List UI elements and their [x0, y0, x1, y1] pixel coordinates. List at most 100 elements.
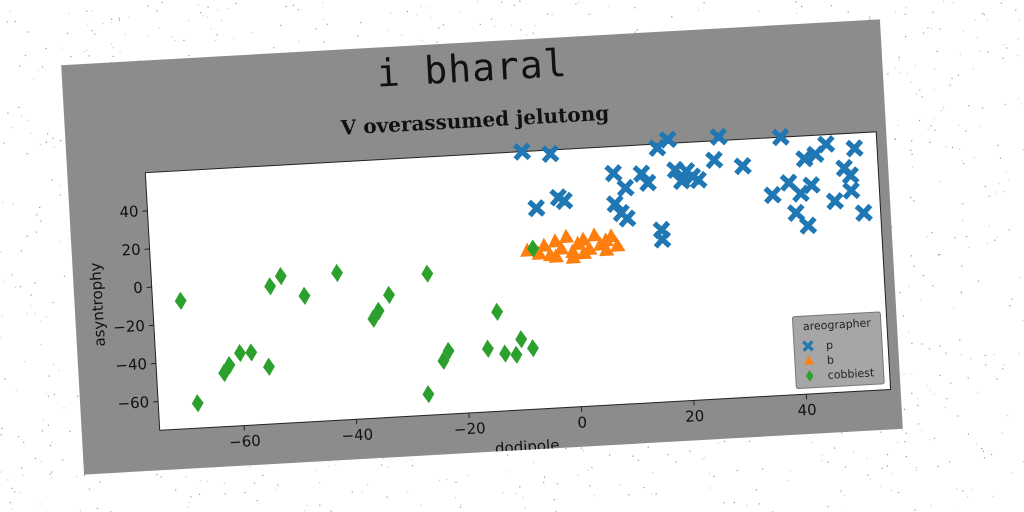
noise-speck: [390, 12, 392, 14]
noise-speck: [175, 489, 177, 491]
noise-speck: [292, 4, 295, 6]
noise-speck: [11, 508, 14, 510]
noise-speck: [957, 74, 959, 76]
noise-speck: [18, 106, 20, 108]
noise-speck: [890, 473, 893, 475]
noise-speck: [899, 292, 901, 294]
point-marker-diamond: [245, 343, 258, 362]
noise-speck: [1006, 415, 1009, 417]
x-tick-label: −20: [454, 419, 487, 439]
noise-speck: [939, 345, 941, 347]
noise-speck: [985, 364, 987, 366]
noise-speck: [946, 398, 948, 400]
noise-speck: [911, 373, 913, 375]
point-marker-diamond: [510, 345, 523, 364]
point-marker-diamond: [527, 239, 540, 258]
noise-speck: [733, 502, 735, 504]
noise-speck: [45, 141, 47, 143]
noise-speck: [188, 55, 190, 57]
y-tick-label: 40: [119, 202, 139, 221]
noise-speck: [897, 124, 899, 126]
noise-speck: [21, 467, 23, 469]
noise-speck: [962, 490, 964, 492]
noise-speck: [94, 33, 96, 35]
noise-speck: [421, 40, 424, 42]
noise-speck: [945, 146, 947, 148]
noise-speck: [519, 486, 521, 488]
point-marker-x: [854, 203, 873, 223]
noise-speck: [954, 237, 956, 239]
noise-speck: [1000, 2, 1002, 4]
noise-speck: [490, 18, 493, 20]
data-point: [558, 228, 575, 244]
noise-speck: [962, 30, 964, 32]
noise-speck: [962, 162, 965, 165]
noise-speck: [41, 430, 44, 432]
noise-speck: [256, 500, 258, 502]
noise-speck: [430, 17, 432, 19]
legend-label: b: [827, 354, 835, 367]
noise-speck: [446, 478, 448, 480]
data-point: [599, 241, 615, 257]
data-point: [638, 173, 657, 192]
noise-speck: [34, 457, 37, 460]
noise-speck: [210, 28, 212, 30]
noise-speck: [40, 220, 42, 222]
noise-speck: [455, 481, 457, 483]
noise-speck: [366, 484, 369, 486]
noise-speck: [62, 459, 64, 461]
noise-speck: [479, 23, 481, 25]
point-marker-diamond: [218, 363, 231, 383]
noise-speck: [697, 9, 700, 11]
noise-speck: [128, 16, 130, 18]
data-point: [610, 237, 626, 252]
point-marker-triangle: [599, 241, 615, 257]
noise-speck: [233, 38, 235, 40]
point-marker-x: [798, 216, 818, 235]
noise-speck: [315, 28, 317, 30]
noise-speck: [911, 392, 913, 394]
data-point: [274, 267, 287, 286]
noise-speck: [36, 213, 38, 215]
noise-speck: [589, 485, 591, 487]
noise-speck: [544, 476, 546, 478]
noise-speck: [956, 488, 958, 490]
noise-speck: [1005, 103, 1007, 105]
point-marker-x: [658, 130, 678, 149]
noise-speck: [66, 32, 69, 34]
noise-speck: [251, 32, 253, 34]
noise-speck: [748, 440, 750, 443]
noise-speck: [887, 73, 889, 75]
noise-speck: [910, 255, 912, 257]
noise-speck: [1004, 103, 1006, 106]
data-point: [841, 166, 860, 185]
point-marker-x: [689, 170, 708, 190]
noise-speck: [587, 469, 589, 471]
noise-speck: [580, 447, 583, 449]
noise-speck: [86, 10, 88, 12]
noise-speck: [970, 358, 972, 360]
point-marker-x: [606, 194, 625, 213]
noise-speck: [619, 484, 621, 486]
noise-speck: [6, 21, 8, 23]
noise-speck: [459, 506, 461, 508]
data-point: [536, 237, 553, 253]
noise-speck: [39, 143, 41, 145]
point-marker-x: [795, 149, 814, 168]
noise-speck: [49, 473, 51, 475]
noise-speck: [886, 465, 888, 467]
point-marker-x: [841, 166, 860, 185]
noise-speck: [1005, 171, 1007, 173]
noise-speck: [86, 49, 88, 51]
noise-speck: [667, 454, 669, 456]
noise-speck: [156, 473, 158, 476]
noise-speck: [841, 432, 843, 434]
noise-speck: [40, 344, 42, 346]
data-point: [234, 343, 246, 363]
data-point: [845, 139, 864, 158]
noise-speck: [1006, 47, 1008, 49]
noise-speck: [207, 6, 209, 8]
data-point: [245, 343, 258, 362]
noise-speck: [903, 373, 905, 375]
noise-speck: [1009, 305, 1011, 307]
